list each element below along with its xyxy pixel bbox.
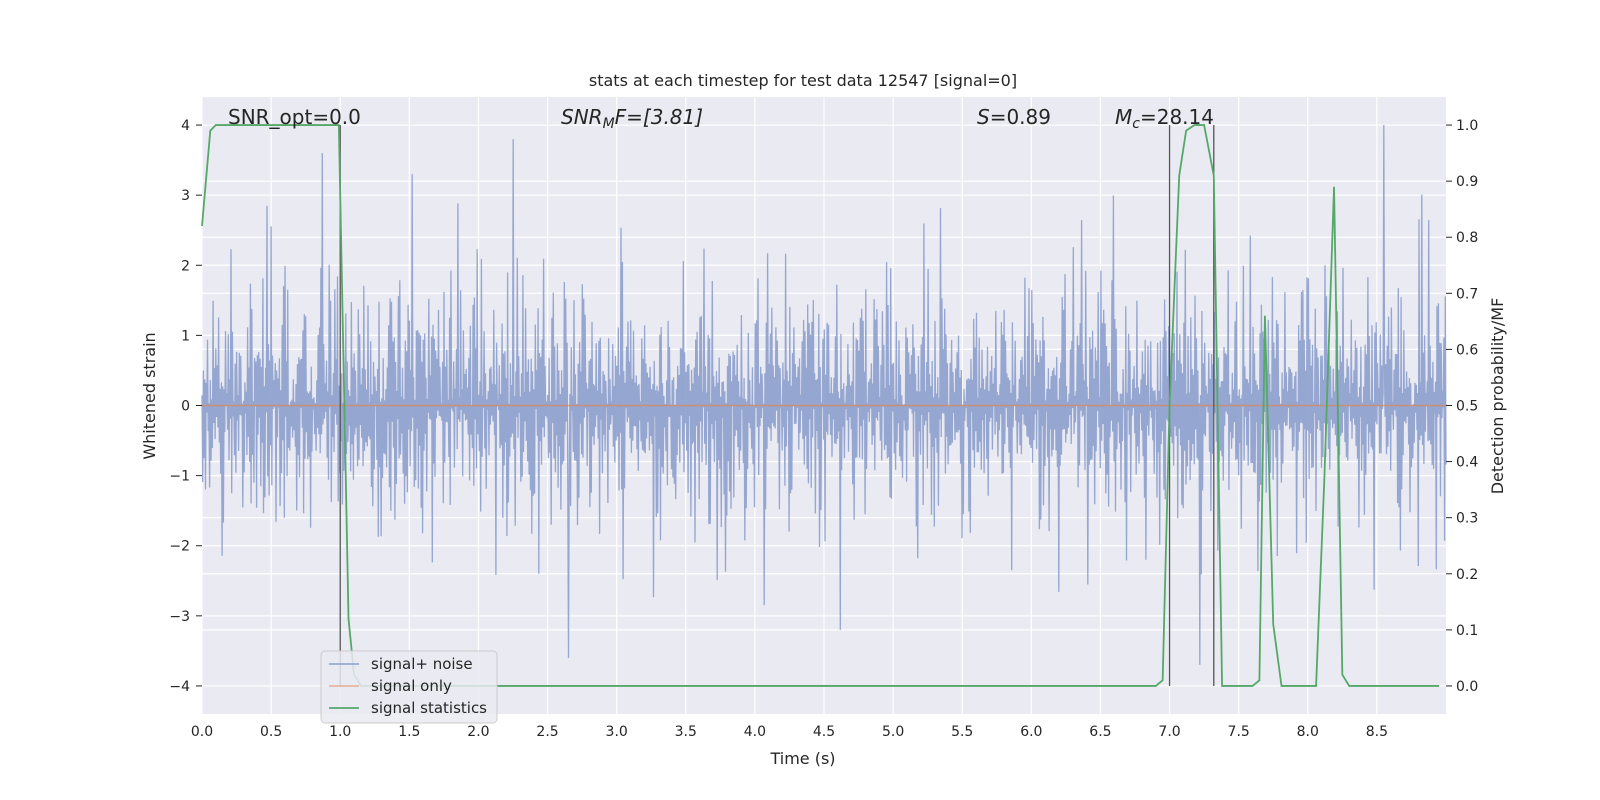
annotation-s-main: S	[977, 105, 990, 129]
x-ticks: 0.0 0.5 1.0 1.5 2.0 2.5 3.0 3.5 4.0 4.5 5.0 5.5 6.0 6…	[191, 724, 1388, 740]
x-tick-label: 7.5	[1228, 724, 1250, 740]
y2-tick-label: 0.1	[1456, 623, 1478, 639]
y2-tick-label: 0.8	[1456, 230, 1478, 246]
annotation-s-rest: =0.89	[990, 105, 1051, 129]
y-axis-label: Whitened strain	[140, 332, 159, 459]
x-tick-label: 8.5	[1366, 724, 1388, 740]
legend-label-signal-only: signal only	[371, 677, 452, 695]
x-axis-label: Time (s)	[769, 749, 835, 768]
x-tick-label: 4.0	[744, 724, 766, 740]
x-tick-label: 4.5	[813, 724, 835, 740]
y-tick-label: 2	[181, 258, 190, 274]
series-line-signal-statistics	[201, 124, 1440, 687]
legend: signal+ noise signal only signal statist…	[320, 650, 498, 724]
legend-label-signal-statistics: signal statistics	[371, 699, 487, 717]
annotation-mc-sub: c	[1132, 116, 1140, 132]
y-tick-label: −2	[169, 539, 190, 555]
y-tick-label: 1	[181, 328, 190, 344]
x-tick-label: 0.0	[191, 724, 213, 740]
y2-tick-label: 0.9	[1456, 174, 1478, 190]
y2-tick-label: 0.0	[1456, 679, 1478, 695]
series-line-signal-noise	[201, 124, 1447, 665]
legend-label-signal-noise: signal+ noise	[371, 655, 473, 673]
annotation-snr-mf-sub: M	[603, 116, 615, 132]
y2-tick-label: 0.4	[1456, 455, 1478, 471]
y2-tick-label: 0.6	[1456, 342, 1478, 358]
annotations: SNR_opt=0.0 SNRMF=[3.81] S=0.89 Mc=28.14	[228, 105, 1214, 132]
x-tick-label: 7.0	[1158, 724, 1180, 740]
chart-title: stats at each timestep for test data 125…	[589, 71, 1017, 90]
y-ticks: −4 −3 −2 −1 0 1 2 3 4	[169, 118, 202, 695]
y2-ticks: 0.0 0.1 0.2 0.3 0.4 0.5 0.6 0.7 0.8 0.9 1.0	[1446, 118, 1478, 695]
y-tick-label: 0	[181, 399, 190, 415]
y2-tick-label: 0.3	[1456, 511, 1478, 527]
x-tick-label: 6.0	[1020, 724, 1042, 740]
x-tick-label: 1.5	[398, 724, 420, 740]
x-tick-label: 1.0	[329, 724, 351, 740]
x-tick-label: 6.5	[1089, 724, 1111, 740]
x-tick-label: 2.5	[536, 724, 558, 740]
x-tick-label: 5.0	[882, 724, 904, 740]
y-tick-label: −4	[169, 679, 190, 695]
y-tick-label: 3	[181, 188, 190, 204]
legend-box	[320, 650, 498, 724]
series-signal-noise	[201, 124, 1447, 665]
y-tick-label: −3	[169, 609, 190, 625]
annotation-mc: Mc=28.14	[1115, 105, 1214, 132]
annotation-snr-mf-rest: F=[3.81]	[615, 105, 703, 129]
y-tick-label: 4	[181, 118, 190, 134]
annotation-snr-mf: SNRMF=[3.81]	[561, 105, 703, 132]
y2-tick-label: 0.7	[1456, 286, 1478, 302]
annotation-mc-rest: =28.14	[1140, 105, 1214, 129]
y-tick-label: −1	[169, 469, 190, 485]
annotation-snr-opt: SNR_opt=0.0	[228, 105, 361, 129]
y2-tick-label: 1.0	[1456, 118, 1478, 134]
x-tick-label: 3.5	[675, 724, 697, 740]
x-tick-label: 0.5	[260, 724, 282, 740]
series-signal-statistics	[201, 124, 1440, 687]
annotation-mc-main: M	[1115, 105, 1132, 129]
x-tick-label: 2.0	[467, 724, 489, 740]
y2-tick-label: 0.2	[1456, 567, 1478, 583]
annotation-s: S=0.89	[977, 105, 1051, 129]
x-tick-label: 3.0	[606, 724, 628, 740]
x-tick-label: 5.5	[951, 724, 973, 740]
x-tick-label: 8.0	[1297, 724, 1319, 740]
y2-axis-label: Detection probability/MF	[1488, 298, 1507, 495]
annotation-snr-mf-main: SNR	[561, 105, 603, 129]
y2-tick-label: 0.5	[1456, 399, 1478, 415]
